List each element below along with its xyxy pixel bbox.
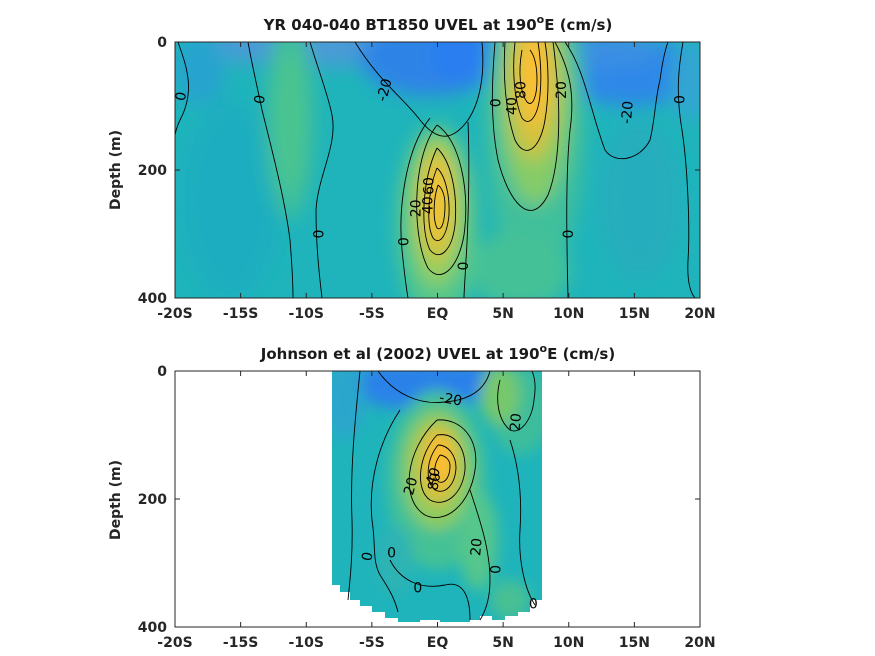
contour-label: 20 <box>554 81 570 99</box>
top-panel: YR 040-040 BT1850 UVEL at 190oE (cm/s) <box>108 13 716 322</box>
y-tick-label: 0 <box>157 364 167 380</box>
contour-label: 40 <box>423 465 444 487</box>
x-tick-label: 15N <box>619 306 650 322</box>
x-tick-label: -15S <box>223 306 258 322</box>
contour-label: 60 <box>422 177 438 195</box>
x-tick-label: -5S <box>359 306 385 322</box>
y-tick-label: 400 <box>138 291 167 307</box>
contour-label: 0 <box>311 230 327 239</box>
contour-label: -20 <box>438 390 463 410</box>
bottom-panel: Johnson et al (2002) UVEL at 190oE (cm/s… <box>108 342 716 651</box>
top-title: YR 040-040 BT1850 UVEL at 190oE (cm/s) <box>263 13 613 34</box>
x-tick-label: -10S <box>289 306 324 322</box>
x-tick-label: 5N <box>492 306 513 322</box>
x-tick-label: EQ <box>427 306 449 322</box>
x-tick-label: 20N <box>684 306 715 322</box>
contour-label: 0 <box>173 91 190 103</box>
contour-label: 40 <box>504 97 520 115</box>
contour-label: 80 <box>514 81 530 99</box>
contour-label: 0 <box>397 237 413 246</box>
contour-label: 40 <box>420 196 436 214</box>
x-tick-label: -15S <box>223 635 258 651</box>
y-tick-label: 0 <box>157 35 167 51</box>
x-tick-label: 10N <box>553 306 584 322</box>
y-tick-label: 200 <box>138 163 167 179</box>
x-tick-label: -20S <box>157 635 192 651</box>
contour-label: -20 <box>619 100 637 124</box>
top-y-axis-label: Depth (m) <box>108 130 124 210</box>
contour-label: 0 <box>456 262 472 271</box>
contour-label: 0 <box>359 551 376 563</box>
x-tick-label: -5S <box>359 635 385 651</box>
x-tick-label: 20N <box>684 635 715 651</box>
x-tick-label: EQ <box>427 635 449 651</box>
contour-label: 20 <box>468 537 485 556</box>
contour-label: 0 <box>252 94 269 106</box>
contour-label: 20 <box>409 199 425 217</box>
x-tick-label: 10N <box>553 635 584 651</box>
contour-label: 0 <box>672 95 688 104</box>
y-tick-label: 400 <box>138 620 167 636</box>
y-tick-label: 200 <box>138 492 167 508</box>
contour-label: 0 <box>561 230 577 239</box>
x-tick-label: -10S <box>289 635 324 651</box>
contour-label: -20 <box>374 77 395 103</box>
contour-label: 0 <box>489 565 505 574</box>
contour-label: 0 <box>387 545 396 561</box>
contour-label: 80 <box>425 472 444 492</box>
contour-label: 0 <box>489 98 505 107</box>
x-tick-label: 15N <box>619 635 650 651</box>
x-tick-label: -20S <box>157 306 192 322</box>
contour-label: 20 <box>508 413 525 432</box>
bottom-title: Johnson et al (2002) UVEL at 190oE (cm/s… <box>260 342 615 363</box>
contour-label: 20 <box>401 476 421 497</box>
bottom-y-axis-label: Depth (m) <box>108 460 124 540</box>
x-tick-label: 5N <box>492 635 513 651</box>
contour-label: 0 <box>529 597 538 613</box>
contour-label: 0 <box>413 581 422 597</box>
